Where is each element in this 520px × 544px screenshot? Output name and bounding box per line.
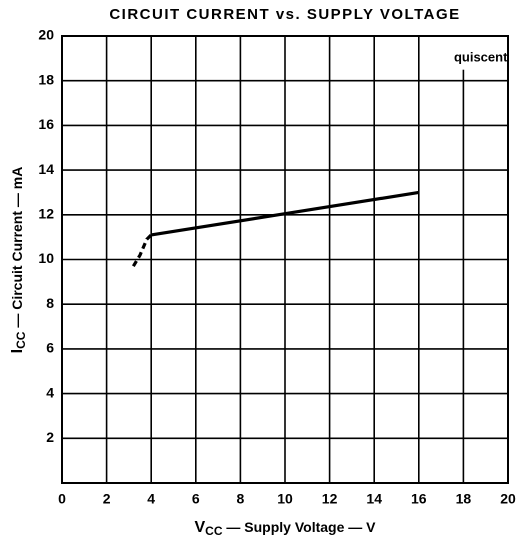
y-label-subscript: CC <box>14 331 28 349</box>
x-tick-label: 14 <box>366 491 382 507</box>
y-tick-label: 4 <box>46 384 54 400</box>
x-label-text: — Supply Voltage — V <box>223 519 377 535</box>
annotation: quiscent <box>454 49 508 64</box>
x-tick-label: 18 <box>456 491 472 507</box>
x-tick-label: 0 <box>58 491 66 507</box>
x-tick-label: 4 <box>147 491 155 507</box>
x-tick-label: 12 <box>322 491 338 507</box>
x-tick-label: 8 <box>237 491 245 507</box>
y-tick-label: 14 <box>38 161 54 177</box>
x-axis-label: VCC — Supply Voltage — V <box>195 519 377 538</box>
x-label-subscript: CC <box>205 524 223 538</box>
y-label-symbol: I <box>9 349 26 353</box>
y-tick-label: 10 <box>38 250 54 266</box>
y-tick-label: 2 <box>46 429 54 445</box>
y-tick-label: 20 <box>38 27 54 43</box>
x-tick-label: 16 <box>411 491 427 507</box>
y-tick-label: 18 <box>38 71 54 87</box>
x-tick-label: 6 <box>192 491 200 507</box>
y-tick-label: 8 <box>46 295 54 311</box>
y-tick-label: 16 <box>38 116 54 132</box>
annotation-box <box>453 37 507 70</box>
y-tick-label: 12 <box>38 206 54 222</box>
y-axis-label: ICC — Circuit Current — mA <box>9 167 28 354</box>
data-line <box>150 190 420 237</box>
chart-title: CIRCUIT CURRENT vs. SUPPLY VOLTAGE <box>109 6 460 23</box>
data-line <box>131 233 153 268</box>
x-tick-label: 2 <box>103 491 111 507</box>
y-label-text: — Circuit Current — mA <box>9 167 25 332</box>
y-tick-label: 6 <box>46 340 54 356</box>
x-tick-label: 20 <box>500 491 516 507</box>
x-tick-label: 10 <box>277 491 293 507</box>
x-label-symbol: V <box>195 519 206 536</box>
